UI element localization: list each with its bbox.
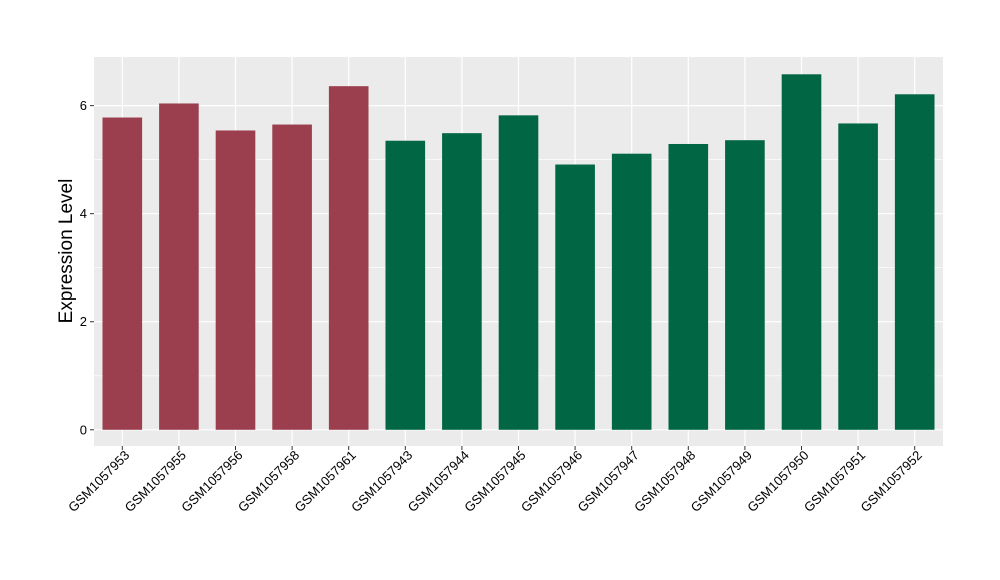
bar-GSM1057950 [781, 74, 822, 430]
bar-GSM1057953 [102, 117, 143, 430]
bar-GSM1057955 [159, 103, 199, 430]
bar-GSM1057946 [555, 164, 595, 430]
x-axis: GSM1057953GSM1057955GSM1057956GSM1057958… [65, 446, 925, 515]
bar-GSM1057952 [894, 94, 935, 430]
bar-GSM1057961 [328, 86, 369, 430]
bar-GSM1057949 [725, 140, 765, 430]
bars [102, 74, 935, 430]
bar-GSM1057943 [385, 140, 426, 430]
bar-GSM1057951 [838, 123, 878, 430]
y-axis-title: Expression Level [56, 179, 77, 324]
y-tick-label: 2 [80, 314, 87, 329]
bar-GSM1057956 [215, 130, 256, 430]
y-tick-label: 0 [80, 422, 87, 437]
y-tick-label: 4 [80, 206, 87, 221]
bar-GSM1057945 [498, 115, 539, 430]
bar-GSM1057947 [611, 153, 652, 430]
bar-GSM1057958 [272, 124, 312, 430]
bar-GSM1057948 [668, 143, 709, 430]
bar-GSM1057944 [442, 133, 482, 430]
y-axis: 0 2 4 6 [80, 98, 94, 437]
y-tick-label: 6 [80, 98, 87, 113]
